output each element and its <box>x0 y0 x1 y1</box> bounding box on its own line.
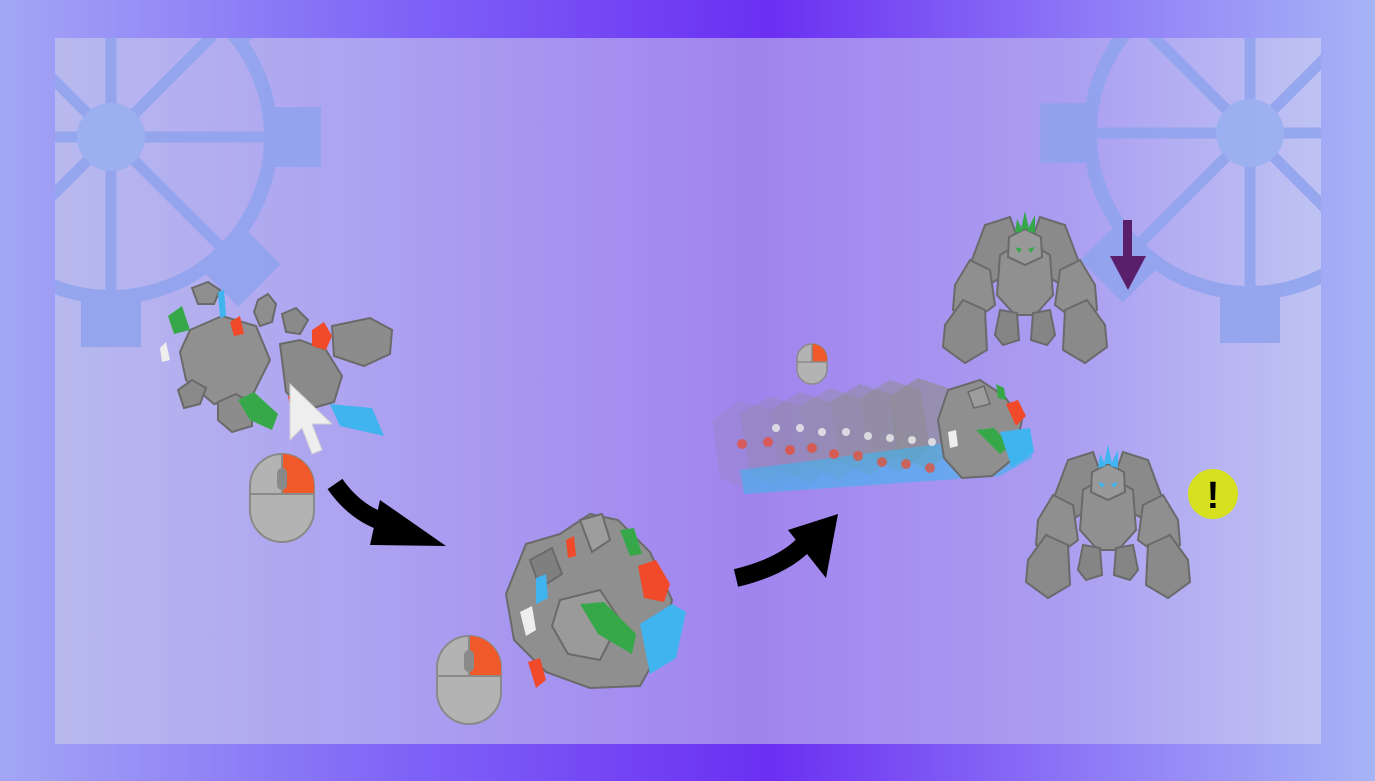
cursor-icon <box>289 382 334 455</box>
curved-arrow-icon <box>733 514 838 587</box>
curved-arrow-icon <box>327 478 446 546</box>
alert-badge: ! <box>1188 469 1238 519</box>
down-arrow-icon <box>1110 220 1146 290</box>
rolling-boulder-trail <box>712 378 1034 494</box>
gear-icon <box>55 38 321 347</box>
boulder <box>504 512 686 690</box>
mouse-left-click-icon <box>436 635 502 725</box>
scattered-rocks <box>160 280 394 436</box>
golem-green <box>942 211 1108 364</box>
golem-blue <box>1025 444 1191 599</box>
mouse-left-click-icon <box>796 343 828 385</box>
mouse-left-click-icon <box>249 453 315 543</box>
gear-icon <box>1040 38 1321 343</box>
alert-symbol: ! <box>1207 475 1220 517</box>
